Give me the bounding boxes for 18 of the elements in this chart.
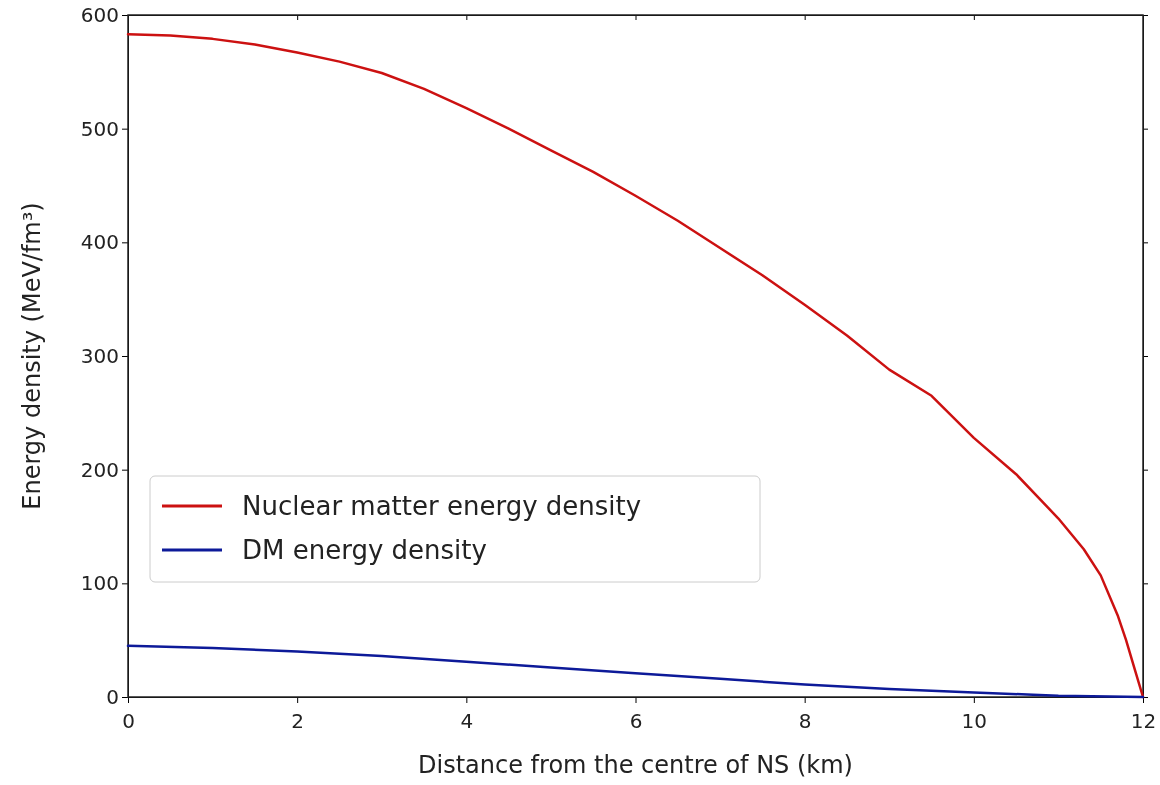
y-tick-label: 100: [80, 571, 119, 596]
y-tick-label: 300: [80, 343, 119, 368]
x-tick-label: 6: [629, 709, 643, 733]
x-tick-label: 4: [460, 709, 474, 733]
x-tick-label: 8: [798, 709, 812, 733]
y-tick-label: 200: [80, 457, 119, 482]
x-tick-label: 0: [122, 709, 135, 733]
x-tick-label: 2: [291, 709, 305, 733]
y-tick-label: 500: [80, 116, 119, 141]
x-tick-label: 12: [1130, 709, 1157, 733]
y-axis-title: Energy density (MeV/fm³): [18, 202, 46, 510]
x-axis-title: Distance from the centre of NS (km): [418, 751, 853, 779]
legend-label: Nuclear matter energy density: [242, 491, 642, 521]
y-tick-label: 600: [80, 2, 119, 27]
y-tick-label: 0: [106, 684, 119, 709]
x-tick-label: 10: [961, 709, 988, 733]
legend-label: DM energy density: [242, 535, 487, 565]
y-tick-label: 400: [80, 230, 119, 255]
